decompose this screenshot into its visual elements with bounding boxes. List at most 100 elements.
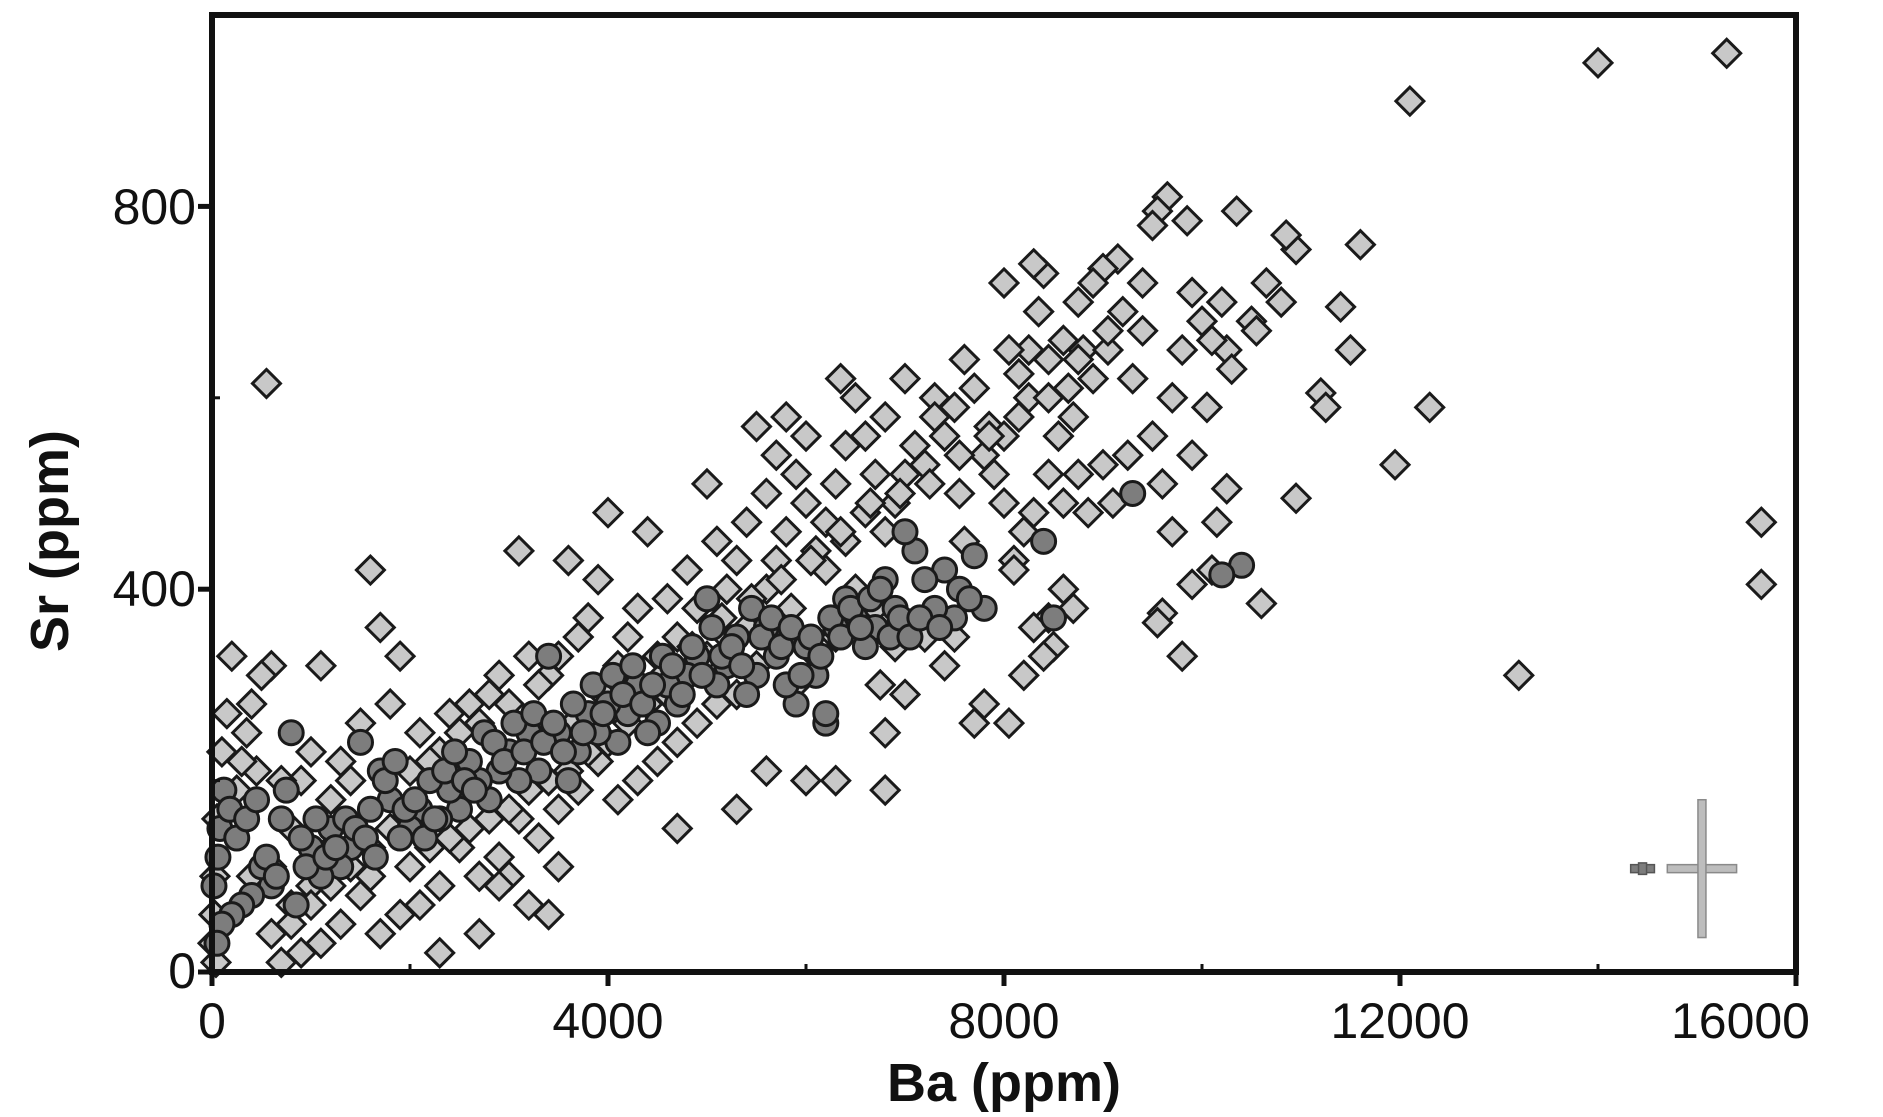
circle-point — [361, 843, 389, 871]
diamond-point — [235, 687, 268, 721]
diamond-point — [1205, 285, 1238, 319]
circle-point — [287, 824, 315, 852]
diamond-point — [1027, 640, 1060, 673]
circle-point — [421, 805, 449, 833]
diamond-point — [948, 343, 981, 376]
x-axis-title: Ba (ppm) — [887, 1053, 1121, 1113]
diamond-point — [562, 620, 595, 654]
diamond-point — [1022, 295, 1055, 328]
diamond-point — [794, 544, 828, 577]
circle-point — [926, 613, 954, 641]
circle-point — [693, 585, 721, 613]
diamond-point — [700, 525, 734, 558]
diamond-point — [864, 668, 897, 702]
diamond-point — [987, 486, 1021, 520]
diamond-point — [720, 793, 753, 826]
x-tick-label: 16000 — [1671, 993, 1810, 1049]
diamond-point — [1042, 419, 1075, 453]
diamond-point — [869, 774, 902, 807]
diamond-point — [973, 419, 1006, 453]
circle-point — [1208, 561, 1236, 589]
diamond-point — [888, 678, 922, 711]
diamond-point — [1156, 381, 1189, 414]
x-tick-label: 4000 — [552, 993, 663, 1049]
diamond-point — [789, 764, 823, 797]
circle-point — [955, 585, 983, 613]
diamond-point — [943, 439, 976, 472]
diamond-point — [1215, 352, 1248, 386]
diamond-point — [779, 458, 813, 491]
diamond-point — [304, 649, 338, 682]
diamond-point — [1076, 362, 1110, 395]
diamond-point — [463, 917, 496, 950]
diamond-point — [403, 716, 437, 749]
circle-point — [535, 642, 563, 670]
circle-point — [441, 738, 469, 766]
diamond-point — [1126, 314, 1159, 347]
diamond-point — [433, 697, 466, 730]
circle-point — [356, 795, 384, 823]
circle-point — [401, 786, 429, 814]
diamond-point — [324, 908, 357, 941]
diamond-point — [671, 553, 704, 587]
diamond-point — [1047, 486, 1080, 520]
diamond-point — [1195, 324, 1229, 357]
diamond-point — [502, 534, 536, 568]
circle-point — [272, 776, 300, 804]
circle-point — [347, 728, 374, 756]
diamond-point — [680, 707, 714, 740]
circle-point — [554, 767, 582, 795]
diamond-point — [1344, 228, 1377, 261]
circle-point — [911, 566, 939, 594]
circle-point — [203, 929, 231, 957]
diamond-point — [839, 381, 872, 414]
y-axis-ticks: 0 400 800 — [113, 179, 196, 999]
circle-point — [891, 518, 919, 546]
diamond-point — [250, 367, 283, 400]
diamond-point — [601, 783, 635, 816]
diamond-point — [770, 515, 803, 548]
diamond-point — [888, 362, 922, 395]
diamond-point — [364, 611, 397, 644]
diamond-point — [1111, 439, 1144, 472]
diamond-point — [1190, 391, 1224, 424]
diamond-point — [997, 553, 1031, 587]
diamond-point — [1200, 506, 1233, 539]
diamond-point — [1086, 448, 1120, 481]
error-bars-legend — [1629, 798, 1738, 939]
circle-point — [634, 719, 662, 747]
diamond-point — [364, 917, 397, 950]
diamond-point — [1175, 568, 1209, 601]
diamond-point — [943, 477, 976, 510]
diamond-point — [824, 515, 857, 548]
diamond-point — [824, 362, 857, 395]
diamond-point — [1745, 568, 1778, 601]
circle-point — [1040, 604, 1067, 632]
diamond-point — [1502, 659, 1535, 692]
diamond-point — [1002, 400, 1035, 434]
circle-point — [866, 575, 894, 603]
x-tick-label: 8000 — [948, 993, 1059, 1049]
diamond-point — [1393, 85, 1427, 118]
diamond-point — [552, 544, 585, 577]
diamond-point — [1091, 333, 1125, 367]
diamond-point — [1309, 391, 1342, 424]
diamond-point — [913, 467, 946, 501]
circle-point — [386, 824, 414, 852]
diamond-point — [1136, 419, 1169, 453]
diamond-point — [1581, 46, 1615, 79]
diamond-point — [869, 716, 902, 749]
diamond-point — [611, 620, 644, 654]
diamond-point — [1210, 472, 1243, 505]
diamond-point — [859, 458, 892, 491]
diamond-point — [641, 745, 674, 778]
diamond-point — [522, 821, 555, 855]
diamond-point — [1091, 314, 1125, 347]
diamond-point — [1710, 37, 1743, 70]
tick-marks — [198, 203, 1799, 986]
diamond-point — [1116, 362, 1149, 395]
diamond-point — [690, 467, 724, 501]
diamond-point — [883, 477, 917, 510]
diamond-point — [1156, 515, 1189, 548]
